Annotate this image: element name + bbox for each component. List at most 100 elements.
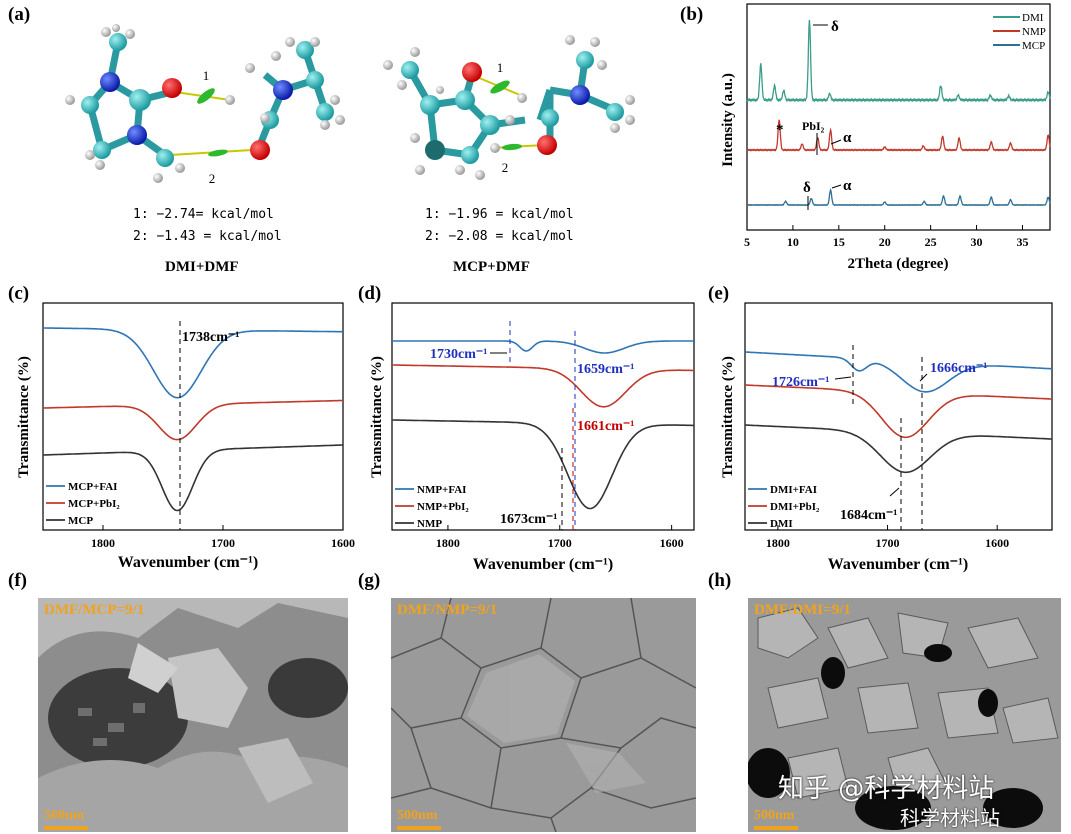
sem-image-dmi: DMF/DMI=9/1 500nm xyxy=(748,598,1061,832)
panel-label-e: (e) xyxy=(708,283,730,304)
ftir-nmp-frame xyxy=(391,302,695,531)
panel-label-f: (f) xyxy=(8,570,27,591)
ftir-dmi-frame xyxy=(744,302,1053,531)
left-bond-1-label: 1 xyxy=(203,68,210,83)
ftir-series-1 xyxy=(392,340,694,354)
xrd-annot-delta-bot: δ xyxy=(803,180,811,196)
ftir-series-1 xyxy=(744,351,1053,393)
ftir-x-tick-label: 1800 xyxy=(436,536,460,550)
ftir-dmi-annot-1666: 1666cm⁻¹ xyxy=(930,361,987,376)
mcp-energy-1: 1: −1.96 = kcal/mol xyxy=(425,207,574,222)
ftir-series-2 xyxy=(392,364,694,408)
right-bond-1-label: 1 xyxy=(497,60,504,75)
xrd-x-tick-label: 5 xyxy=(744,235,750,249)
mcp-energy-2: 2: −2.08 = kcal/mol xyxy=(425,229,574,244)
legend-label: NMP xyxy=(417,518,442,530)
watermark-subtext: 科学材料站 xyxy=(900,806,1000,830)
panel-label-h: (h) xyxy=(708,570,732,591)
ftir-x-tick-label: 1700 xyxy=(211,536,235,550)
dmi-dmf-caption: DMI+DMF xyxy=(165,259,239,275)
xrd-legend: DMI NMP MCP xyxy=(993,12,1046,52)
ftir-dmi-chart: 1800 1700 1600 1726cm⁻¹ 1666cm⁻¹ 1684cm⁻¹ … xyxy=(720,302,1053,573)
sem-label-mcp: DMF/MCP=9/1 xyxy=(44,602,145,618)
panel-label-a: (a) xyxy=(8,4,31,25)
ftir-mcp-legend: MCP+FAI MCP+PbI₂ MCP xyxy=(46,481,120,527)
ftir-mcp-frame xyxy=(42,302,344,531)
ftir-nmp-annot-1730: 1730cm⁻¹ xyxy=(430,347,487,362)
xrd-series-mcp xyxy=(746,187,1051,207)
legend-label-nmp: NMP xyxy=(1022,26,1046,38)
xrd-x-tick-label: 35 xyxy=(1016,235,1028,249)
ftir-series-1 xyxy=(43,327,344,399)
sem-label-dmi: DMF/DMI=9/1 xyxy=(754,602,851,618)
legend-label: DMI xyxy=(770,518,793,530)
ftir-dmi-annot-1726: 1726cm⁻¹ xyxy=(772,375,829,390)
ftir-x-tick-label: 1800 xyxy=(91,536,115,550)
ftir-nmp-annot-1661: 1661cm⁻¹ xyxy=(577,419,634,434)
ftir-mcp-chart: 1800 1700 1600 1738cm⁻¹ Wavenumber (cm⁻¹) … xyxy=(16,302,355,571)
legend-label: NMP+FAI xyxy=(417,484,466,496)
sem-image-mcp: DMF/MCP=9/1 500nm xyxy=(38,598,348,832)
xrd-x-tick-label: 25 xyxy=(925,235,937,249)
legend-label: MCP+PbI₂ xyxy=(68,498,120,510)
panel-label-d: (d) xyxy=(358,283,382,304)
ftir-x-tick-label: 1600 xyxy=(660,536,684,550)
ftir-x-tick-label: 1700 xyxy=(876,536,900,550)
legend-label: DMI+PbI₂ xyxy=(770,501,820,513)
scalebar-mcp xyxy=(44,826,88,830)
legend-label-mcp: MCP xyxy=(1022,40,1045,52)
ftir-nmp-legend: NMP+FAI NMP+PbI₂ NMP xyxy=(395,484,469,530)
ftir-series-2 xyxy=(43,399,343,441)
ftir-x-tick-label: 1600 xyxy=(985,536,1009,550)
legend-label-dmi: DMI xyxy=(1022,12,1044,24)
ftir-mcp-peak-annot: 1738cm⁻¹ xyxy=(182,330,239,345)
xrd-annot-delta-top: δ xyxy=(831,19,839,35)
legend-label: MCP xyxy=(68,515,93,527)
dmi-energy-1: 1: −2.74= kcal/mol xyxy=(133,207,274,222)
dmi-energy-2: 2: −1.43 = kcal/mol xyxy=(133,229,282,244)
panel-label-g: (g) xyxy=(358,570,381,591)
ftir-mcp-y-axis-label: Transmittance (%) xyxy=(16,356,32,478)
xrd-x-tick-label: 30 xyxy=(971,235,983,249)
ftir-x-tick-label: 1600 xyxy=(331,536,355,550)
ftir-nmp-chart: 1800 1700 1600 1730cm⁻¹ 1659cm⁻¹ 1661cm⁻¹ … xyxy=(369,302,695,573)
legend-label: DMI+FAI xyxy=(770,484,817,496)
left-bond-2-label: 2 xyxy=(209,171,216,186)
sem-label-nmp: DMF/NMP=9/1 xyxy=(397,602,498,618)
scalebar-nmp xyxy=(397,826,441,830)
ftir-series-2 xyxy=(744,384,1052,439)
ftir-mcp-x-axis-label: Wavenumber (cm⁻¹) xyxy=(118,554,258,571)
xrd-y-axis-label: Intensity (a.u.) xyxy=(720,73,736,167)
xrd-x-tick-label: 15 xyxy=(833,235,845,249)
scalebar-label-mcp: 500nm xyxy=(44,808,85,823)
xrd-annot-alpha-mid: α xyxy=(843,130,852,146)
ftir-nmp-annot-1673: 1673cm⁻¹ xyxy=(500,512,557,527)
ftir-series-3 xyxy=(43,444,343,512)
xrd-plot-frame xyxy=(746,3,1051,231)
sem-image-nmp: DMF/NMP=9/1 500nm xyxy=(391,598,696,832)
mcp-dmf-caption: MCP+DMF xyxy=(453,259,530,275)
ftir-series-3 xyxy=(744,424,1052,474)
xrd-x-axis-label: 2Theta (degree) xyxy=(848,256,949,272)
xrd-annot-pbi2: PbI₂ xyxy=(802,119,825,133)
molecule-illustration: 1 2 xyxy=(65,24,635,186)
scalebar-dmi xyxy=(754,826,798,830)
xrd-x-tick-label: 20 xyxy=(879,235,891,249)
panel-label-c: (c) xyxy=(8,283,30,304)
ftir-dmi-legend: DMI+FAI DMI+PbI₂ DMI xyxy=(748,484,820,530)
watermark-text: 知乎 @科学材料站 xyxy=(778,774,995,804)
ftir-nmp-annot-1659: 1659cm⁻¹ xyxy=(577,362,634,377)
ftir-x-tick-label: 1700 xyxy=(548,536,572,550)
ftir-x-tick-label: 1800 xyxy=(766,536,790,550)
ftir-dmi-x-axis-label: Wavenumber (cm⁻¹) xyxy=(828,556,968,573)
xrd-x-tick-label: 10 xyxy=(787,235,799,249)
scalebar-label-nmp: 500nm xyxy=(397,808,438,823)
xrd-annot-alpha-bot: α xyxy=(843,178,852,194)
xrd-series-nmp xyxy=(746,119,1051,152)
xrd-chart: 5 10 15 20 25 30 35 2Theta (degree) Intensity … xyxy=(720,3,1051,272)
legend-label: MCP+FAI xyxy=(68,481,117,493)
ftir-nmp-y-axis-label: Transmittance (%) xyxy=(369,356,385,478)
panel-label-b: (b) xyxy=(680,4,704,25)
ftir-series-3 xyxy=(392,419,694,510)
mcp-dmf-complex xyxy=(383,35,635,180)
